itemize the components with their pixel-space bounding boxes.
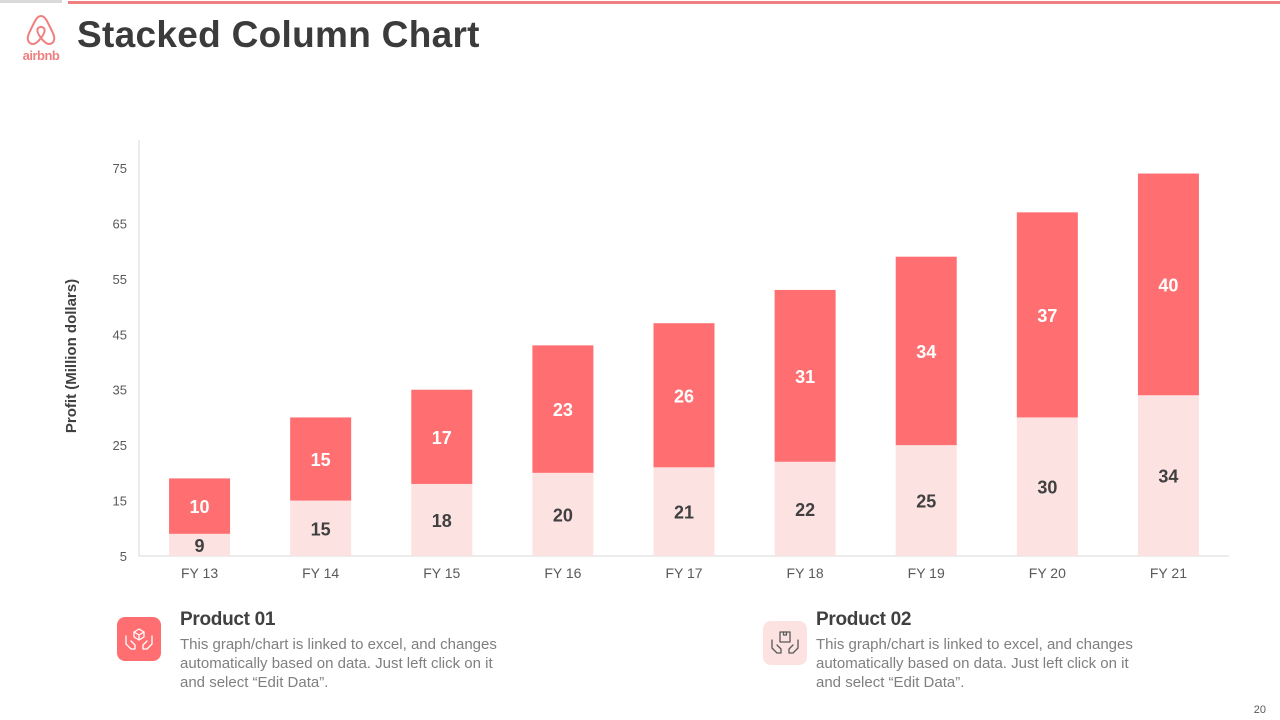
bar-product-02 <box>895 445 957 556</box>
bar-product-02 <box>1137 395 1199 556</box>
data-label-product-02: 20 <box>553 505 573 525</box>
bar-product-01 <box>895 256 957 446</box>
x-category-label: FY 19 <box>908 565 945 581</box>
top-rule-gray <box>0 0 62 3</box>
airbnb-logo: airbnb <box>18 12 64 64</box>
legend-desc-product-02: This graph/chart is linked to excel, and… <box>816 636 1133 691</box>
y-tick-label: 5 <box>120 549 127 564</box>
y-tick-label: 75 <box>113 161 127 176</box>
bar-product-01 <box>290 417 352 501</box>
bar-product-01 <box>169 478 231 534</box>
data-label-product-02: 34 <box>1158 467 1178 487</box>
bar-product-01 <box>532 345 594 473</box>
bar-product-02 <box>411 483 473 556</box>
data-label-product-01: 37 <box>1037 306 1057 326</box>
bar-product-02 <box>653 467 715 556</box>
bar-product-01 <box>1016 212 1078 418</box>
data-label-product-01: 10 <box>190 497 210 517</box>
bar-product-02 <box>290 500 352 556</box>
airbnb-belo-icon <box>26 15 56 45</box>
data-label-product-02: 22 <box>795 500 815 520</box>
bar-product-01 <box>774 289 836 462</box>
top-rule-accent <box>68 1 1280 4</box>
x-category-label: FY 21 <box>1150 565 1187 581</box>
x-category-label: FY 13 <box>181 565 218 581</box>
slide-title: Stacked Column Chart <box>77 14 480 55</box>
data-label-product-02: 30 <box>1037 478 1057 498</box>
bar-product-01 <box>653 323 715 468</box>
y-axis-label: Profit (Million dollars) <box>63 279 80 433</box>
data-label-product-02: 25 <box>916 492 936 512</box>
bar-product-02 <box>1016 417 1078 556</box>
y-tick-label: 55 <box>113 272 127 287</box>
data-label-product-01: 15 <box>311 450 331 470</box>
x-category-label: FY 16 <box>544 565 581 581</box>
legend-name-product-02: Product 02 <box>816 609 912 630</box>
data-label-product-01: 17 <box>432 428 452 448</box>
x-category-label: FY 15 <box>423 565 460 581</box>
bar-product-01 <box>1137 173 1199 396</box>
x-category-label: FY 18 <box>787 565 824 581</box>
y-tick-label: 25 <box>113 438 127 453</box>
data-label-product-02: 18 <box>432 511 452 531</box>
x-category-label: FY 14 <box>302 565 339 581</box>
legend-icon-product-01 <box>117 617 161 661</box>
data-label-product-01: 26 <box>674 386 694 406</box>
data-label-product-02: 15 <box>311 519 331 539</box>
data-label-product-01: 31 <box>795 367 815 387</box>
bar-product-01 <box>411 389 473 484</box>
data-label-product-01: 40 <box>1158 275 1178 295</box>
y-tick-label: 15 <box>113 494 127 509</box>
data-label-product-02: 9 <box>195 536 205 556</box>
legend-name-product-01: Product 01 <box>180 609 276 630</box>
y-tick-label: 45 <box>113 327 127 342</box>
hands-box-icon <box>125 628 153 650</box>
bar-product-02 <box>532 472 594 556</box>
y-tick-label: 65 <box>113 216 127 231</box>
legend-desc-product-01: This graph/chart is linked to excel, and… <box>180 636 497 691</box>
legend-icon-product-02 <box>763 621 807 665</box>
x-category-label: FY 17 <box>665 565 702 581</box>
page-number: 20 <box>1253 704 1266 716</box>
y-tick-label: 35 <box>113 383 127 398</box>
bar-product-02 <box>774 461 836 556</box>
x-category-label: FY 20 <box>1029 565 1066 581</box>
hands-box-icon <box>771 631 799 654</box>
data-label-product-01: 34 <box>916 342 936 362</box>
data-label-product-01: 23 <box>553 400 573 420</box>
logo-wordmark: airbnb <box>22 48 60 63</box>
bar-product-02 <box>169 533 231 556</box>
data-label-product-02: 21 <box>674 503 694 523</box>
